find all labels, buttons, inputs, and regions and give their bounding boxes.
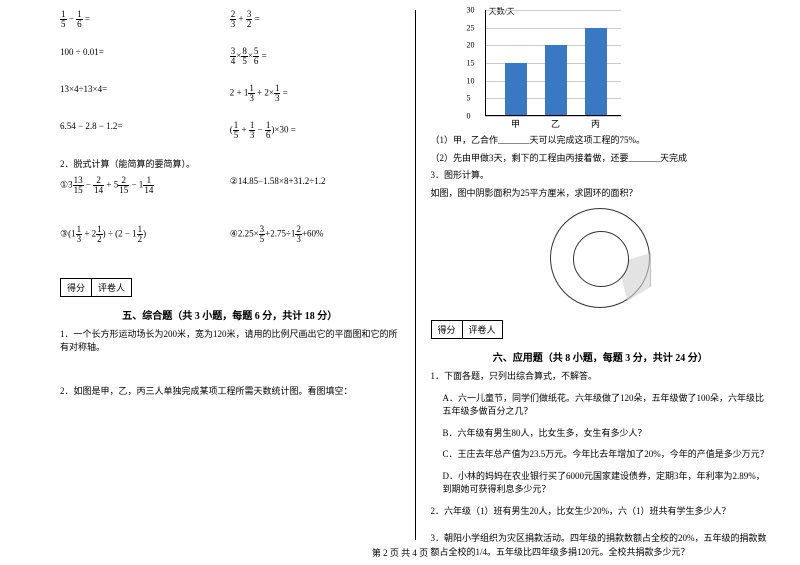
bar-甲 [505, 63, 527, 116]
ring-diagram [550, 208, 650, 308]
sec6-q1-c: C．王庄去年总产值为23.5万元。今年比去年增加了20%，今年的产值是多少万元？ [443, 448, 771, 462]
score-box-5: 得分 评卷人 [60, 278, 132, 297]
q2-d: ④2.25×35+2.75÷123+60% [230, 225, 400, 244]
eq-2b: 34×85×56 = [230, 47, 400, 66]
sec6-q1-b: B．六年级有男生80人，比女生多，女生有多少人？ [443, 427, 771, 441]
ytick-label: 25 [467, 23, 475, 32]
q2-a: ①31315 − 214 + 5215 − 1114 [60, 176, 230, 195]
sec5-q2: 2．如图是甲，乙，丙三人单独完成某项工程所需天数统计图。看图填空： [60, 385, 400, 399]
bar-丙 [585, 28, 607, 116]
ytick-label: 0 [467, 112, 471, 121]
sec6-q1-a: A．六一儿童节，同学们做纸花。六年级做了120朵，五年级做了100朵，六年级比五… [443, 392, 771, 419]
sec6-q1: 1．下面各题，只列出综合算式，不解答。 [431, 370, 771, 384]
sec5-q1: 1．一个长方形运动场长为200米，宽为120米，请用的比例尺画出它的平面图和它的… [60, 328, 400, 355]
ytick-label: 15 [467, 59, 475, 68]
ytick-label: 20 [467, 41, 475, 50]
sec6-q2: 2．六年级（1）班有男生20人，比女生少20%，六（1）班共有学生多少人？ [431, 505, 771, 519]
section-6-title: 六、应用题（共 8 小题，每题 3 分，共计 24 分） [431, 349, 771, 364]
eq-4b: (15 + 13 − 16)×30 = [230, 121, 400, 140]
bar-chart: 天数/天 051015202530甲乙丙 [461, 10, 631, 130]
sec5-q3-text: 如图，图中阴影面积为25平方厘米，求圆环的面积？ [431, 187, 771, 201]
grader-label: 评卷人 [463, 321, 502, 338]
q2-c: ③(113 + 212) ÷ (2 − 112) [60, 225, 230, 244]
ring-inner [573, 231, 629, 287]
q2-title: 2．脱式计算（能简算的要简算）。 [60, 158, 400, 172]
score-label: 得分 [432, 321, 463, 338]
q2-b: ②14.85−1.58×8+31.2÷1.2 [230, 176, 400, 195]
score-box-6: 得分 评卷人 [431, 320, 503, 339]
chart-ylabel: 天数/天 [489, 6, 515, 17]
ytick-label: 5 [467, 94, 471, 103]
ytick-label: 10 [467, 76, 475, 85]
grader-label: 评卷人 [92, 279, 131, 296]
eq-3a: 13×4÷13×4= [60, 84, 230, 103]
gridline [485, 10, 621, 11]
sec5-q2-sub1: （1）甲，乙合作_______天可以完成这项工程的75%。 [431, 134, 771, 148]
eq-1a: 15 − 16 = [60, 10, 230, 29]
xlabel: 乙 [545, 117, 567, 130]
ytick-label: 30 [467, 6, 475, 15]
eq-3b: 2 + 113 + 2×13 = [230, 84, 400, 103]
x-axis [485, 115, 621, 116]
xlabel: 甲 [505, 117, 527, 130]
eq-4a: 6.54 − 2.8 − 1.2= [60, 121, 230, 140]
y-axis [485, 10, 486, 116]
sec5-q3-title: 3．图形计算。 [431, 169, 771, 183]
sec5-q2-sub2: （2）先由甲做3天，剩下的工程由丙接着做，还要_______天完成 [431, 152, 771, 166]
eq-1b: 23 + 32 = [230, 10, 400, 29]
score-label: 得分 [61, 279, 92, 296]
xlabel: 丙 [585, 117, 607, 130]
sec6-q1-d: D．小林的妈妈在农业银行买了6000元国家建设债券，定期3年，年利率为2.89%… [443, 470, 771, 497]
page-footer: 第 2 页 共 4 页 [0, 546, 800, 559]
bar-乙 [545, 45, 567, 116]
eq-2a: 100 ÷ 0.01= [60, 47, 230, 66]
section-5-title: 五、综合题（共 3 小题，每题 6 分，共计 18 分） [60, 307, 400, 322]
